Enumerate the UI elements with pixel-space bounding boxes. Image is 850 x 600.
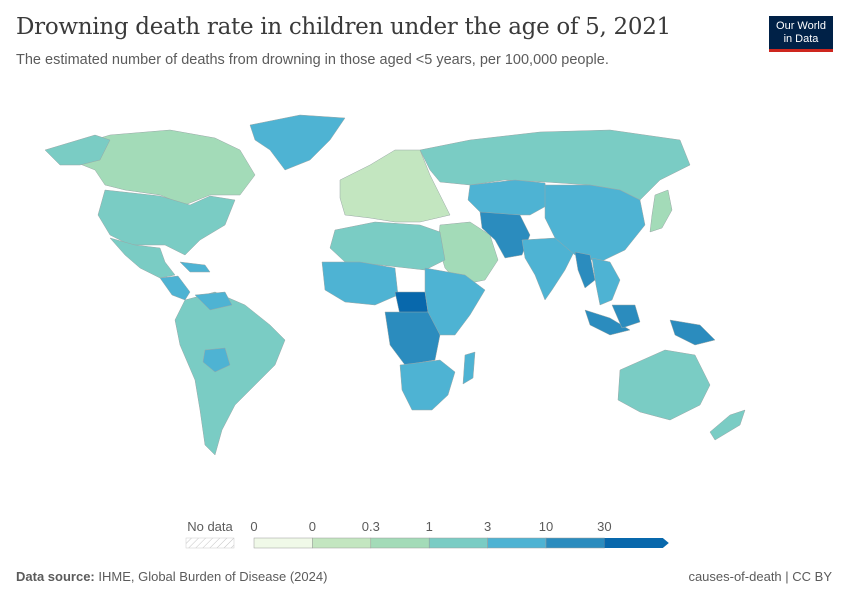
world-map[interactable] [0, 100, 850, 500]
region-indonesia[interactable] [584, 309, 631, 336]
region-south-america[interactable] [174, 291, 286, 456]
region-north-africa[interactable] [329, 221, 446, 271]
data-source: Data source: IHME, Global Burden of Dise… [16, 569, 327, 584]
legend-bin[interactable] [370, 537, 430, 549]
region-usa[interactable] [97, 189, 236, 256]
region-borneo[interactable] [611, 304, 641, 329]
owid-logo[interactable]: Our World in Data [769, 16, 833, 52]
region-myanmar[interactable] [574, 251, 596, 289]
region-papua[interactable] [669, 319, 716, 346]
logo-line-1: Our World [776, 20, 826, 32]
region-central-asia[interactable] [467, 179, 549, 216]
legend-tick-label: 0 [309, 519, 316, 534]
legend-bin[interactable] [428, 537, 488, 549]
legend-tick-label: 30 [597, 519, 611, 534]
chart-subtitle: The estimated number of deaths from drow… [16, 52, 609, 68]
legend-bin-last[interactable] [604, 538, 669, 548]
legend-tick-label: 3 [484, 519, 491, 534]
region-europe[interactable] [339, 149, 451, 223]
data-source-text[interactable]: IHME, Global Burden of Disease (2024) [98, 569, 328, 584]
region-alaska[interactable] [44, 134, 111, 166]
legend-tick-label: 0.3 [362, 519, 380, 534]
region-canada[interactable] [59, 129, 256, 206]
legend-bin[interactable] [487, 537, 547, 549]
legend-tick-label: 1 [426, 519, 433, 534]
region-central-america[interactable] [159, 275, 191, 301]
region-madagascar[interactable] [462, 351, 476, 385]
legend-bin[interactable] [253, 537, 313, 549]
region-east-africa[interactable] [424, 267, 486, 336]
legend-tick-label: 0 [250, 519, 257, 534]
region-afghanistan-pakistan[interactable] [479, 211, 531, 259]
logo-line-2: in Data [783, 33, 819, 45]
legend-bin[interactable] [312, 537, 372, 549]
region-west-africa[interactable] [321, 261, 399, 306]
region-central-africa[interactable] [384, 311, 441, 366]
legend-tick-label: 10 [539, 519, 553, 534]
footer-license[interactable]: causes-of-death | CC BY [688, 569, 832, 584]
region-southeast-asia[interactable] [591, 257, 621, 306]
legend-bin[interactable] [545, 537, 605, 549]
legend: No data 0 0 0.3 1 3 10 30 [185, 519, 669, 549]
legend-no-data-label: No data [187, 519, 233, 534]
region-new-zealand[interactable] [709, 409, 746, 441]
region-japan[interactable] [649, 189, 673, 233]
region-australia[interactable] [617, 349, 711, 421]
region-venezuela[interactable] [194, 291, 233, 311]
region-china[interactable] [544, 184, 646, 263]
region-bolivia[interactable] [202, 347, 231, 373]
legend-no-data-swatch [185, 537, 235, 549]
region-mexico[interactable] [109, 237, 176, 279]
region-caribbean[interactable] [179, 261, 211, 273]
region-greenland[interactable] [249, 114, 346, 171]
region-chad-car[interactable] [394, 291, 429, 316]
chart-title: Drowning death rate in children under th… [16, 14, 671, 40]
data-source-label: Data source: [16, 569, 95, 584]
region-southern-africa[interactable] [399, 359, 456, 411]
